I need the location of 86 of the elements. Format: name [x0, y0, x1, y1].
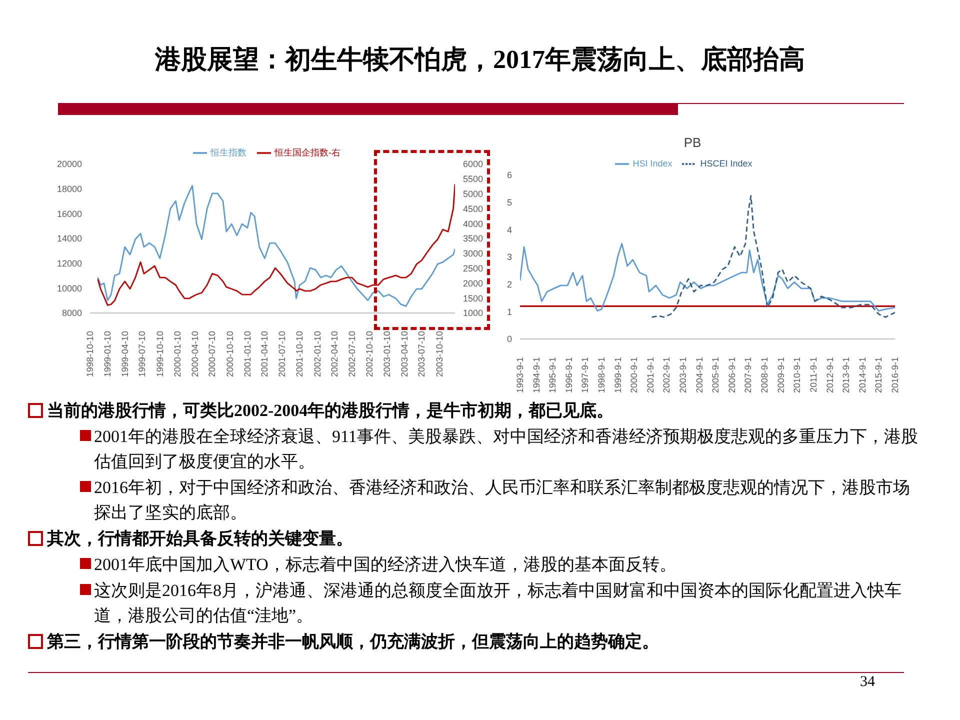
y2-tick-label: 2500 — [463, 263, 484, 274]
y-tick-label: 2 — [506, 280, 512, 290]
x-tick-label: 2007-9-1 — [743, 357, 754, 394]
line-series — [520, 242, 895, 312]
x-tick-label: 2000-10-10 — [224, 331, 235, 378]
text: 第三，行情第一阶段的节奏并非一帆风顺，仍充满波折，但震荡向上的趋势确定。 — [47, 631, 659, 653]
x-tick-label: 2002-10-10 — [364, 331, 374, 378]
y2-tick-label: 6000 — [463, 159, 484, 170]
y2-tick-label: 3500 — [463, 234, 484, 244]
text: 其次，行情都开始具备反转的关键变量。 — [47, 528, 353, 550]
x-tick-label: 2009-9-1 — [776, 357, 786, 394]
x-tick-label: 2001-01-10 — [242, 331, 252, 378]
x-tick-label: 2006-9-1 — [726, 357, 737, 394]
x-tick-label: 1999-07-10 — [137, 331, 148, 378]
x-tick-label: 1999-04-10 — [120, 331, 130, 378]
x-tick-label: 2003-9-1 — [678, 357, 688, 394]
x-tick-label: 2002-01-10 — [312, 331, 322, 378]
x-tick-label: 2004-9-1 — [694, 357, 704, 394]
x-tick-label: 2003-04-10 — [399, 331, 410, 378]
x-tick-label: 2001-9-1 — [645, 357, 656, 394]
x-tick-label: 2003-10-10 — [434, 331, 444, 378]
x-tick-label: 2008-9-1 — [760, 357, 770, 394]
legend-label: HSCEI Index — [700, 158, 752, 168]
y-tick-label: 8000 — [62, 308, 82, 318]
x-tick-label: 2003-01-10 — [382, 331, 392, 378]
x-tick-label: 2012-9-1 — [824, 357, 835, 394]
x-tick-label: 2000-04-10 — [190, 331, 200, 378]
x-tick-label: 2000-01-10 — [172, 331, 182, 378]
x-tick-label: 2011-9-1 — [808, 357, 818, 392]
y2-tick-label: 4000 — [463, 218, 484, 229]
x-tick-label: 2003-07-10 — [416, 331, 427, 378]
text: 港股展望：初生牛犊不怕虎，2017年震荡向上、底部抬高 — [154, 44, 806, 76]
x-tick-label: 2013-9-1 — [841, 357, 852, 394]
y-tick-label: 3 — [506, 252, 512, 262]
x-tick-label: 1995-9-1 — [548, 357, 558, 394]
x-tick-label: 1998-9-1 — [596, 357, 607, 394]
y-tick-label: 20000 — [56, 159, 82, 170]
x-tick-label: 2001-04-10 — [260, 331, 270, 378]
text: 这次则是2016年8月，沪港通、深港通的总额度全面放开，标志着中国财富和中国资本的国际化配置进入快车道，港股公司的估值“洼地”。 — [94, 580, 902, 627]
x-tick-label: 2001-07-10 — [277, 331, 288, 378]
line-series — [651, 195, 895, 318]
x-tick-label: 1999-9-1 — [612, 357, 623, 394]
y-tick-label: 5 — [506, 198, 512, 208]
y-tick-label: 14000 — [56, 234, 82, 244]
x-tick-label: 1999-01-10 — [102, 331, 113, 378]
x-tick-label: 2000-07-10 — [207, 331, 218, 378]
x-tick-label: 1996-9-1 — [564, 357, 574, 394]
x-tick-label: 1999-10-10 — [154, 331, 165, 378]
y2-tick-label: 4500 — [463, 204, 484, 214]
legend-label: 恒生国企指数-右 — [274, 147, 340, 158]
x-tick-label: 1998-10-10 — [85, 331, 95, 378]
text: 2001年的港股在全球经济衰退、911事件、美股暴跌、对中国经济和香港经济预期极度悲观的多重压力下，港股估值回到了极度便宜的水平。 — [94, 426, 918, 473]
x-tick-label: 2005-9-1 — [710, 357, 721, 394]
x-tick-label: 2015-9-1 — [874, 357, 884, 394]
x-tick-label: 2002-04-10 — [329, 331, 340, 378]
x-tick-label: 2002-9-1 — [662, 357, 672, 394]
y-tick-label: 4 — [506, 224, 512, 235]
x-tick-label: 2002-07-10 — [346, 331, 357, 378]
y2-tick-label: 5500 — [463, 174, 484, 184]
text: 2016年初，对于中国经济和政治、香港经济和政治、人民币汇率和联系汇率制都极度悲观的情况下，港股市场探出了坚实的底部。 — [94, 477, 911, 524]
legend-label: HSI Index — [632, 158, 672, 168]
y-tick-label: 6 — [506, 170, 512, 180]
x-tick-label: 2016-9-1 — [890, 357, 900, 394]
y-tick-label: 12000 — [56, 258, 82, 269]
y2-tick-label: 3000 — [463, 248, 484, 259]
x-tick-label: 2000-9-1 — [629, 357, 640, 394]
y2-tick-label: 1500 — [463, 293, 484, 304]
legend-label: 恒生指数 — [210, 147, 246, 158]
y-tick-label: 18000 — [56, 184, 82, 194]
chart-title: PB — [682, 135, 702, 152]
text: 当前的港股行情，可类比2002-2004年的港股行情，是牛市初期，都已见底。 — [47, 400, 614, 422]
y-tick-label: 1 — [506, 306, 512, 317]
y2-tick-label: 5000 — [463, 188, 484, 199]
y2-tick-label: 2000 — [463, 278, 484, 288]
x-tick-label: 2001-10-10 — [294, 331, 305, 378]
text: 2001年底中国加入WTO，标志着中国的经济进入快车道，港股的基本面反转。 — [94, 554, 676, 576]
y-tick-label: 10000 — [56, 283, 82, 294]
y-tick-label: 0 — [506, 334, 512, 344]
y2-tick-label: 1000 — [463, 308, 484, 318]
text: 34 — [860, 674, 875, 691]
x-tick-label: 2010-9-1 — [792, 357, 802, 394]
x-tick-label: 1994-9-1 — [531, 357, 542, 394]
x-tick-label: 1997-9-1 — [580, 357, 590, 394]
x-tick-label: 1993-9-1 — [515, 357, 525, 394]
x-tick-label: 2014-9-1 — [857, 357, 868, 394]
y-tick-label: 16000 — [56, 208, 82, 219]
